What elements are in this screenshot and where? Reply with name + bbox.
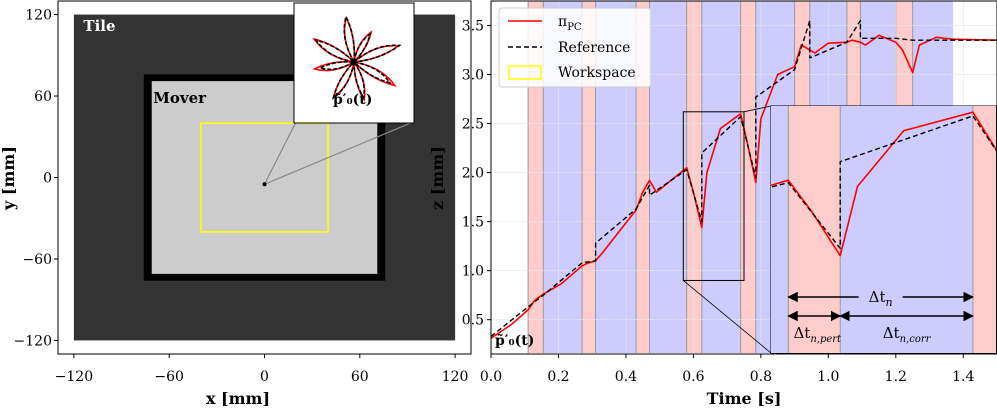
- correction-band: [701, 1, 741, 353]
- right-y-tick-label: 1.5: [462, 215, 484, 231]
- left-y-axis-label: y [mm]: [0, 146, 18, 211]
- legend-pi-pc-label: πPC: [558, 14, 582, 33]
- right-axes-frame: [490, 0, 997, 355]
- zoom-source-rect: [682, 111, 745, 281]
- delta-t-n-corr-main: Δt: [883, 324, 900, 342]
- inset-reference-petal: [343, 14, 356, 63]
- perturbation-band: [740, 1, 756, 353]
- left-axes-frame: [57, 0, 472, 355]
- right-y-axis-label: z [mm]: [428, 146, 447, 210]
- trajectory-inset-plot: [312, 14, 402, 102]
- delta-t-n-corr-sub: n,corr: [900, 334, 932, 345]
- delta-t-n-pert-sub: n,pert: [810, 334, 842, 345]
- correction-band: [649, 1, 687, 353]
- delta-t-n-label: Δtn: [869, 288, 893, 309]
- zoom-correction-band: [771, 106, 789, 353]
- delta-t-n-corr-label: Δtn,corr: [883, 324, 932, 345]
- right-y-tick-label: 2.5: [462, 117, 484, 133]
- perturbation-band: [636, 1, 650, 353]
- trajectory-symbol-label: p̃′₀(t): [495, 332, 534, 349]
- center-point: [262, 182, 267, 187]
- legend-pi-main: π: [558, 14, 567, 30]
- right-y-tick-label: 1.0: [462, 264, 484, 280]
- delta-t-n-pert-label: Δtn,pert: [793, 324, 842, 345]
- legend-workspace-swatch: [508, 65, 542, 80]
- right-x-tick-label: 1.4: [952, 369, 974, 385]
- left-plot-content: Tile Mover p̃′₀(t): [73, 2, 456, 341]
- left-y-tick-label: −60: [22, 252, 52, 268]
- left-x-tick-label: 120: [442, 369, 469, 385]
- inset-reference-petal: [314, 38, 355, 63]
- mover-label: Mover: [153, 89, 207, 107]
- legend-reference-label: Reference: [558, 40, 630, 56]
- left-x-tick-label: 0: [260, 369, 269, 385]
- right-y-tick-label: 0.5: [462, 313, 484, 329]
- left-x-tick-label: 60: [351, 369, 369, 385]
- left-x-tick-label: −60: [154, 369, 184, 385]
- right-x-tick-label: 0.6: [682, 369, 704, 385]
- left-axis-ticks: −120 −60 0 60 120 −120 −60 0 60 120: [14, 8, 469, 385]
- inset-reference-petal: [353, 32, 372, 63]
- right-axis-ticks: 0.0 0.2 0.4 0.6 0.8 1.0 1.2 1.4 0.5 1.0 1.5 2.0 2.5 3…: [462, 19, 975, 385]
- right-y-tick-label: 3.0: [462, 68, 484, 84]
- right-x-tick-label: 1.0: [817, 369, 839, 385]
- series-pi-pc-line: [491, 34, 997, 339]
- right-x-tick-label: 0.8: [750, 369, 772, 385]
- inset-reference-petal: [353, 61, 365, 100]
- left-y-tick-label: 120: [25, 8, 52, 24]
- time-plot-series: [491, 19, 997, 339]
- right-panel-time-plot: 0.0 0.2 0.4 0.6 0.8 1.0 1.2 1.4 0.5 1.0 1.5 2.0 2.5 3…: [428, 0, 997, 408]
- right-y-tick-label: 3.5: [462, 19, 484, 35]
- zoom-connector-line: [743, 105, 772, 113]
- inset-trajectory-label: p̃′₀(t): [333, 91, 372, 108]
- inset-reference-petal: [332, 61, 355, 100]
- series-reference-line: [491, 19, 997, 337]
- zoom-perturbation-band: [972, 106, 996, 353]
- inset-reference-petal: [353, 61, 392, 84]
- left-y-tick-label: −120: [14, 333, 52, 349]
- left-y-tick-label: 0: [43, 171, 52, 187]
- delta-t-n-pert-main: Δt: [793, 324, 810, 342]
- delta-t-n-main: Δt: [869, 288, 886, 306]
- tile-label: Tile: [83, 17, 115, 35]
- legend: πPC Reference Workspace: [498, 7, 652, 88]
- inset-connector-line: [263, 121, 297, 185]
- right-x-tick-label: 0.0: [480, 369, 502, 385]
- right-x-tick-label: 1.2: [885, 369, 907, 385]
- zoom-connector-line: [683, 280, 772, 354]
- legend-pi-sub: PC: [567, 22, 582, 33]
- perturbation-band: [528, 1, 544, 353]
- left-x-tick-label: −120: [55, 369, 93, 385]
- perturbation-band: [686, 1, 702, 353]
- left-x-axis-label: x [mm]: [206, 389, 270, 408]
- right-x-tick-label: 0.4: [615, 369, 637, 385]
- workspace-rect: [200, 122, 329, 233]
- right-x-axis-label: Time [s]: [707, 389, 782, 408]
- legend-workspace-label: Workspace: [558, 65, 636, 81]
- left-y-tick-label: 60: [34, 89, 52, 105]
- right-x-tick-label: 0.2: [547, 369, 569, 385]
- delta-t-n-sub: n: [886, 296, 893, 309]
- delta-t-n-label-bg: [858, 284, 903, 306]
- inset-reference-petal: [353, 44, 402, 63]
- left-panel-xy-plot: Tile Mover p̃′₀(t) −120 −60 0 60 120 −120 −60 0 60…: [0, 0, 472, 408]
- legend-frame: [498, 7, 652, 88]
- inset-connector-line: [264, 121, 414, 185]
- right-y-tick-label: 2.0: [462, 166, 484, 182]
